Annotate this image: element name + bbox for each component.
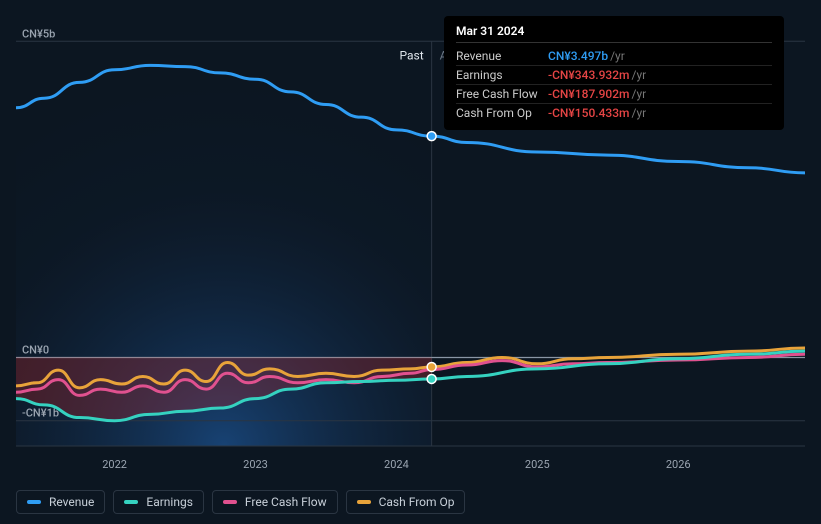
svg-text:2022: 2022 [102,458,127,471]
tooltip-row-unit: /yr [632,68,647,82]
legend-label: Cash From Op [379,495,455,509]
legend-item-earnings[interactable]: Earnings [113,490,204,514]
tooltip-row: Earnings-CN¥343.932m/yr [456,66,772,85]
tooltip-row: Cash From Op-CN¥150.433m/yr [456,104,772,122]
tooltip-row-unit: /yr [632,106,647,120]
legend-swatch [223,500,237,504]
tooltip-row-value: CN¥3.497b [548,49,608,63]
tooltip-row-unit: /yr [632,87,647,101]
tooltip-row-label: Earnings [456,68,548,82]
legend-item-fcf[interactable]: Free Cash Flow [212,490,338,514]
tooltip-row-label: Revenue [456,49,548,63]
legend-label: Free Cash Flow [245,495,327,509]
legend-item-revenue[interactable]: Revenue [16,490,105,514]
tooltip-row-value: -CN¥187.902m [548,87,630,101]
tooltip-row: RevenueCN¥3.497b/yr [456,47,772,66]
svg-text:CN¥5b: CN¥5b [22,27,55,40]
legend-swatch [27,500,41,504]
tooltip-row: Free Cash Flow-CN¥187.902m/yr [456,85,772,104]
tooltip-date: Mar 31 2024 [456,24,772,43]
tooltip-row-value: -CN¥343.932m [548,68,630,82]
chart-tooltip: Mar 31 2024 RevenueCN¥3.497b/yrEarnings-… [444,16,784,130]
legend: Revenue Earnings Free Cash Flow Cash From O… [16,490,465,514]
tooltip-rows: RevenueCN¥3.497b/yrEarnings-CN¥343.932m/… [456,47,772,122]
legend-label: Revenue [49,495,94,509]
svg-text:2025: 2025 [525,458,550,471]
tooltip-row-label: Cash From Op [456,106,548,120]
legend-item-cfo[interactable]: Cash From Op [346,490,466,514]
svg-text:Past: Past [399,48,423,62]
legend-swatch [357,500,371,504]
svg-text:2024: 2024 [384,458,409,471]
svg-text:2026: 2026 [666,458,691,471]
legend-label: Earnings [146,495,193,509]
tooltip-row-value: -CN¥150.433m [548,106,630,120]
svg-text:CN¥0: CN¥0 [22,343,49,356]
tooltip-row-label: Free Cash Flow [456,87,548,101]
legend-swatch [124,500,138,504]
svg-text:2023: 2023 [243,458,268,471]
tooltip-row-unit: /yr [610,49,625,63]
svg-text:-CN¥1b: -CN¥1b [22,407,59,420]
